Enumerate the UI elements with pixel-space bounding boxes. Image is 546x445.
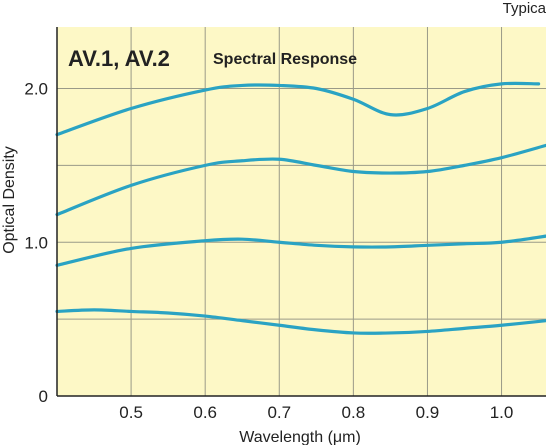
x-tick-label-2: 0.7 [267,403,291,422]
x-tick-label-4: 0.9 [416,403,440,422]
tick-labels: 0.5 0.6 0.7 0.8 0.9 1.0 0 1.0 2.0 [24,80,513,423]
x-tick-label-0: 0.5 [119,403,143,422]
chart-subtitle: Spectral Response [213,51,357,68]
series-line-2 [55,143,546,217]
plot-area [57,27,546,396]
x-tick-label-3: 0.8 [342,403,366,422]
x-axis-title: Wavelength (μm) [239,429,361,445]
axes [56,27,546,397]
y-tick-label-2: 2.0 [24,80,48,99]
y-tick-label-1: 1.0 [24,233,48,252]
y-tick-label-0: 0 [39,387,48,406]
series-lines [55,81,546,335]
chart-title: AV.1, AV.2 [68,46,170,71]
x-tick-label-5: 1.0 [490,403,514,422]
series-line-1 [55,81,541,137]
x-tick-label-1: 0.6 [193,403,217,422]
series-line-4 [55,308,546,335]
y-axis-title: Optical Density [1,146,18,254]
corner-label: Typica [503,0,546,17]
series-line-3 [55,234,546,267]
